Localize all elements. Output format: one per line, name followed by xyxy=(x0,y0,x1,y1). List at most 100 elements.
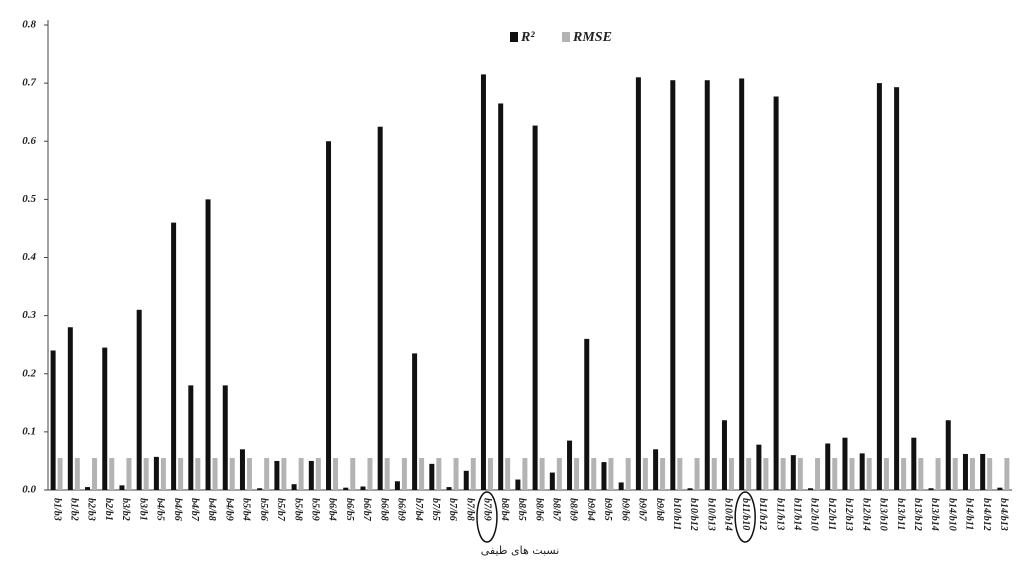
bar xyxy=(463,470,469,490)
bar xyxy=(401,458,407,490)
x-tick-label: b14/b11 xyxy=(964,498,975,530)
bar xyxy=(57,458,63,490)
bar xyxy=(859,453,865,490)
highlight-circle xyxy=(734,491,756,543)
x-tick-label: b6/b4 xyxy=(327,498,338,521)
bar xyxy=(739,78,745,490)
x-tick-label: b12/b13 xyxy=(843,498,854,531)
x-tick-label: b14/b12 xyxy=(981,498,992,531)
bar xyxy=(642,458,648,490)
bar xyxy=(894,87,900,490)
bar xyxy=(308,460,314,490)
bar xyxy=(677,458,683,490)
bar xyxy=(660,458,666,490)
x-tick-label: b9/b6 xyxy=(619,498,630,521)
bar xyxy=(832,458,838,490)
x-tick-label: b1/b3 xyxy=(51,498,62,521)
bar xyxy=(394,481,400,490)
x-tick-label: b3/b2 xyxy=(120,498,131,521)
bar xyxy=(883,458,889,490)
x-tick-label: b9/b4 xyxy=(585,498,596,521)
x-tick-label: b7/b8 xyxy=(464,498,475,521)
bar xyxy=(694,458,700,490)
bar xyxy=(625,458,631,490)
x-tick-label: b12/b11 xyxy=(826,498,837,530)
bar xyxy=(298,458,304,490)
bar xyxy=(987,458,993,490)
x-tick-label: b7/b9 xyxy=(482,498,493,521)
bar xyxy=(728,458,734,490)
x-tick-label: b9/b5 xyxy=(602,498,613,521)
x-tick-label: b5/b4 xyxy=(241,498,252,521)
x-tick-label: b13/b10 xyxy=(878,498,889,531)
bar xyxy=(704,80,710,490)
bar xyxy=(205,199,211,490)
x-tick-label: b10/b13 xyxy=(705,498,716,531)
bar xyxy=(487,458,493,490)
bar xyxy=(549,472,555,490)
x-tick-label: b9/b8 xyxy=(654,498,665,521)
legend-label: R² xyxy=(520,30,535,45)
bar xyxy=(711,458,717,490)
x-tick-label: b8/b5 xyxy=(516,498,527,521)
x-tick-label: b6/b8 xyxy=(378,498,389,521)
bar xyxy=(160,458,166,490)
bar xyxy=(436,458,442,490)
highlight-circle xyxy=(476,491,498,543)
bar xyxy=(67,327,73,490)
x-tick-label: b5/b8 xyxy=(292,498,303,521)
bar xyxy=(429,463,435,490)
x-tick-label: b10/b14 xyxy=(723,498,734,531)
x-tick-label: b11/b14 xyxy=(792,498,803,530)
x-tick-label: b5/b6 xyxy=(258,498,269,521)
bar xyxy=(532,125,538,491)
bar xyxy=(257,488,263,490)
x-tick-label: b5/b9 xyxy=(310,498,321,521)
bar xyxy=(315,458,321,490)
bar xyxy=(911,437,917,490)
bar xyxy=(567,440,573,490)
bar xyxy=(653,449,659,490)
x-tick-label: b4/b6 xyxy=(172,498,183,521)
bar xyxy=(239,449,245,490)
x-tick-label: b10/b11 xyxy=(671,498,682,530)
bar xyxy=(212,458,218,490)
x-tick-label: b14/b10 xyxy=(946,498,957,531)
y-tick-label: 0.0 xyxy=(22,484,36,496)
bar xyxy=(969,458,975,490)
x-tick-label: b6/b5 xyxy=(344,498,355,521)
bar xyxy=(539,458,545,490)
bar xyxy=(178,458,184,490)
y-tick-label: 0.1 xyxy=(22,425,36,437)
bar xyxy=(171,222,177,490)
x-tick-label: b2/b3 xyxy=(86,498,97,521)
y-tick-label: 0.7 xyxy=(22,77,36,89)
x-tick-label: b12/b14 xyxy=(860,498,871,531)
bar xyxy=(997,487,1003,490)
legend-swatch xyxy=(562,32,570,42)
bar xyxy=(756,444,762,490)
bar xyxy=(50,350,56,490)
x-tick-label: b10/b12 xyxy=(688,498,699,531)
x-tick-label: b8/b7 xyxy=(551,498,562,522)
bar xyxy=(763,458,769,490)
bar xyxy=(419,458,425,490)
bar xyxy=(866,458,872,490)
bar xyxy=(825,443,831,490)
bar xyxy=(584,338,590,490)
bar xyxy=(136,309,142,490)
bar xyxy=(746,458,752,490)
bar xyxy=(721,420,727,490)
x-tick-label: b13/b12 xyxy=(912,498,923,531)
bar xyxy=(480,74,486,490)
legend-swatch xyxy=(510,32,518,42)
bar xyxy=(281,458,287,490)
bar xyxy=(608,458,614,490)
bar xyxy=(74,458,80,490)
bar xyxy=(1004,458,1010,490)
x-tick-label: b2/b1 xyxy=(103,498,114,521)
x-tick-label: b1/b2 xyxy=(69,498,80,521)
bar xyxy=(350,458,356,490)
bar xyxy=(505,458,511,490)
bar xyxy=(102,347,108,490)
